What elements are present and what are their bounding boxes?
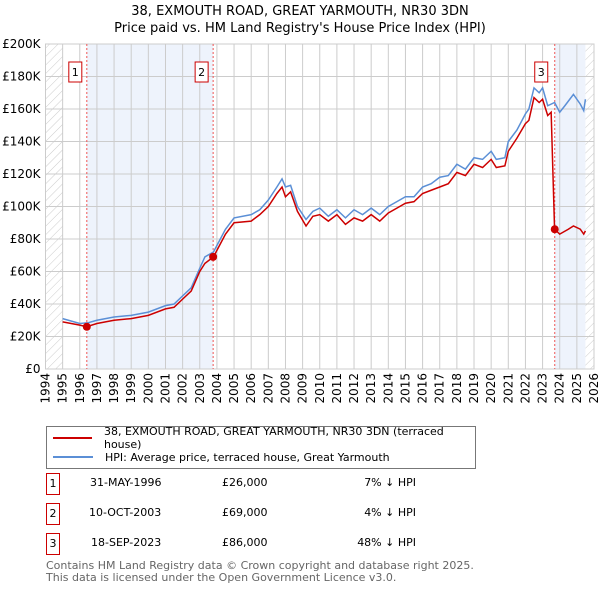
x-tick-label: 2004 xyxy=(210,373,224,404)
x-tick-label: 2014 xyxy=(381,373,395,404)
sale-label-box xyxy=(194,61,209,83)
x-tick-label: 2022 xyxy=(518,373,532,404)
y-tick-label: £20K xyxy=(10,330,42,344)
y-tick-label: £0 xyxy=(25,362,40,376)
x-tick-label: 2002 xyxy=(176,373,190,404)
legend-label-price: 38, EXMOUTH ROAD, GREAT YARMOUTH, NR30 3… xyxy=(103,425,444,451)
x-tick-label: 2019 xyxy=(467,373,481,404)
sale-label-box xyxy=(68,61,83,83)
plot-border xyxy=(45,43,595,370)
sale-date: 10-OCT-2003 xyxy=(89,506,162,519)
x-tick-label: 1999 xyxy=(124,373,138,404)
x-tick-label: 2026 xyxy=(587,373,600,404)
sale-point xyxy=(82,322,91,331)
footer-copyright: Contains HM Land Registry data © Crown c… xyxy=(46,559,474,572)
sale-marker: 1 xyxy=(46,473,60,495)
sale-delta: 48% ↓ HPI xyxy=(357,536,416,549)
x-tick-label: 2006 xyxy=(244,373,258,404)
x-tick-label: 2008 xyxy=(278,373,292,404)
price-paid-line xyxy=(62,96,587,328)
x-tick-label: 2024 xyxy=(553,373,567,404)
sale-delta: 4% ↓ HPI xyxy=(364,506,416,519)
plot-area: 1994 1995 1996 1997 1998 1999 2000 2001 2002 2003… xyxy=(2,37,600,404)
sale-row: 3 18-SEP-2023 £86,000 48% ↓ HPI xyxy=(46,533,446,555)
sale-delta: 7% ↓ HPI xyxy=(364,476,416,489)
sale-label: 2 xyxy=(198,66,205,79)
y-tick-label: £100K xyxy=(2,200,42,214)
y-tick-label: £180K xyxy=(2,70,42,84)
sale-label-box xyxy=(534,61,549,83)
chart-title: 38, EXMOUTH ROAD, GREAT YARMOUTH, NR30 3… xyxy=(131,4,469,19)
sale-point xyxy=(209,252,218,261)
x-tick-label: 2023 xyxy=(536,373,550,404)
y-tick-label: £200K xyxy=(2,37,42,51)
x-tick-label: 2015 xyxy=(398,373,412,404)
sale-label: 1 xyxy=(72,66,79,79)
sale-marker: 2 xyxy=(46,503,60,525)
sale-point xyxy=(550,225,559,234)
sale-price: £26,000 xyxy=(222,476,268,489)
y-tick-label: £80K xyxy=(10,232,42,246)
y-tick-label: £140K xyxy=(2,135,42,149)
x-tick-label: 2005 xyxy=(227,373,241,404)
x-tick-label: 2011 xyxy=(330,373,344,404)
sale-date: 18-SEP-2023 xyxy=(91,536,162,549)
y-tick-label: £60K xyxy=(10,265,42,279)
x-tick-label: 2001 xyxy=(158,373,172,404)
legend-swatch-price xyxy=(53,437,92,439)
legend-swatch-hpi xyxy=(53,456,93,458)
footer-licence: This data is licensed under the Open Gov… xyxy=(46,571,397,584)
x-tick-label: 2018 xyxy=(450,373,464,404)
x-tick-label: 2012 xyxy=(347,373,361,404)
x-tick-label: 2007 xyxy=(261,373,275,404)
x-tick-label: 2003 xyxy=(193,373,207,404)
x-tick-label: 2017 xyxy=(433,373,447,404)
x-tick-label: 2016 xyxy=(416,373,430,404)
x-tick-label: 2020 xyxy=(484,373,498,404)
x-tick-label: 2010 xyxy=(313,373,327,404)
y-tick-label: £160K xyxy=(2,102,42,116)
y-tick-label: £120K xyxy=(2,167,42,181)
sale-label: 3 xyxy=(538,66,545,79)
x-tick-label: 2021 xyxy=(501,373,515,404)
x-tick-label: 1998 xyxy=(107,373,121,404)
sale-date: 31-MAY-1996 xyxy=(90,476,162,489)
legend-label-hpi: HPI: Average price, terraced house, Grea… xyxy=(105,450,390,464)
legend: 38, EXMOUTH ROAD, GREAT YARMOUTH, NR30 3… xyxy=(46,425,476,469)
sale-row: 2 10-OCT-2003 £69,000 4% ↓ HPI xyxy=(46,503,446,525)
x-tick-label: 2025 xyxy=(570,373,584,404)
x-tick-label: 1997 xyxy=(90,373,104,404)
y-tick-label: £40K xyxy=(10,297,42,311)
x-tick-label: 2000 xyxy=(141,373,155,404)
sale-marker: 3 xyxy=(46,533,60,555)
x-tick-label: 2013 xyxy=(364,373,378,404)
x-tick-label: 2009 xyxy=(296,373,310,404)
sale-price: £69,000 xyxy=(222,506,268,519)
sale-row: 1 31-MAY-1996 £26,000 7% ↓ HPI xyxy=(46,473,446,495)
sale-price: £86,000 xyxy=(222,536,268,549)
hpi-line xyxy=(62,86,587,325)
x-tick-label: 1996 xyxy=(73,373,87,404)
x-tick-label: 1995 xyxy=(56,373,70,404)
chart-subtitle: Price paid vs. HM Land Registry's House … xyxy=(114,21,486,36)
x-tick-label: 1994 xyxy=(39,373,53,404)
